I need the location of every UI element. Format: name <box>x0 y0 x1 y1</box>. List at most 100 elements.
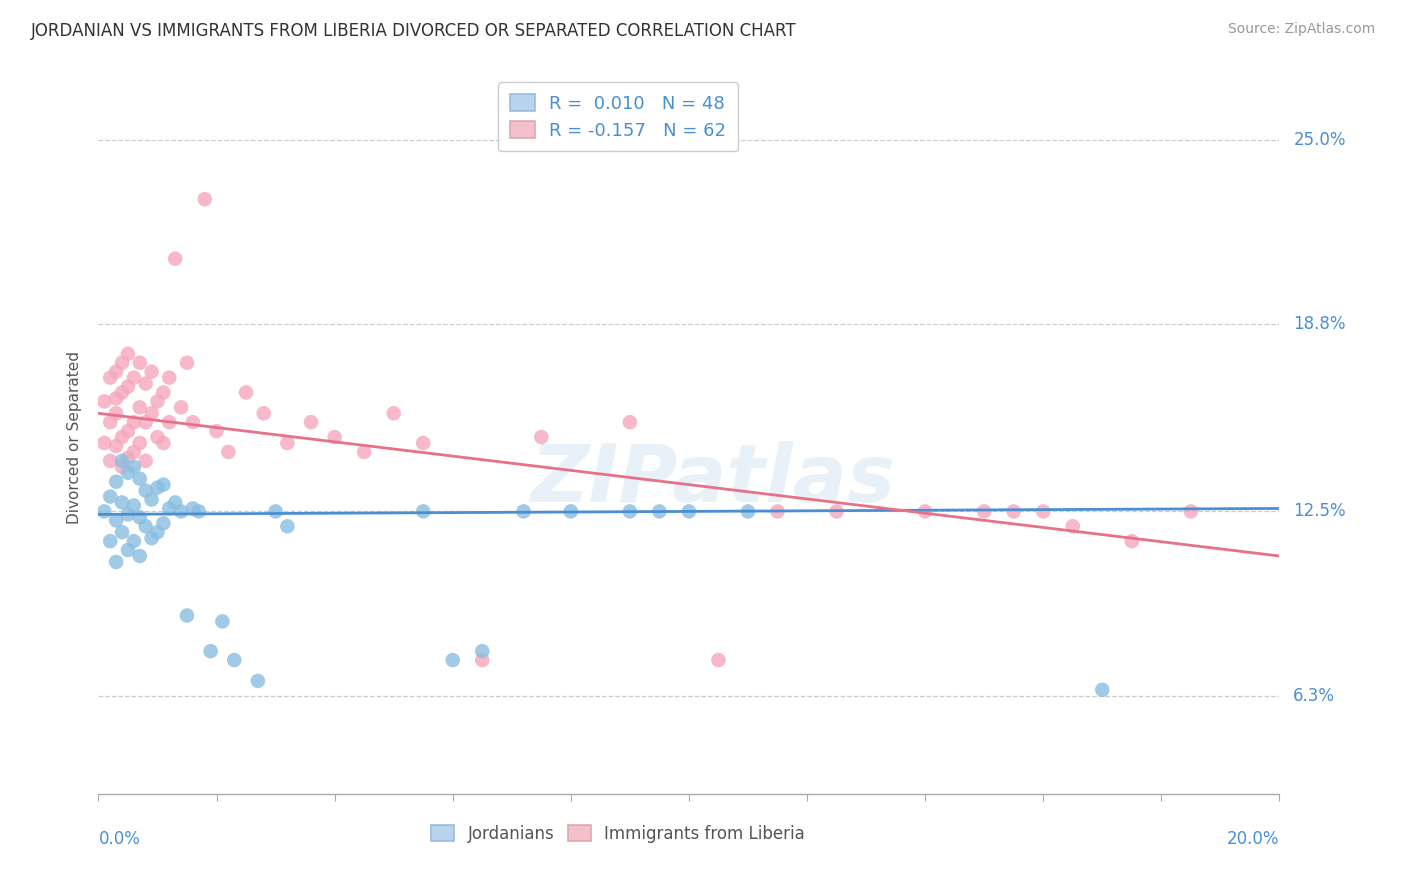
Point <box>246 673 269 688</box>
Point <box>973 504 995 518</box>
Point <box>135 415 157 429</box>
Point <box>93 504 115 518</box>
Legend: Jordanians, Immigrants from Liberia: Jordanians, Immigrants from Liberia <box>425 819 811 850</box>
Point <box>98 454 121 468</box>
Point <box>117 543 139 558</box>
Point <box>135 483 157 498</box>
Point <box>217 445 239 459</box>
Point <box>441 653 464 667</box>
Point <box>530 430 553 444</box>
Point <box>117 466 139 480</box>
Point <box>471 644 494 658</box>
Point <box>299 415 322 429</box>
Point <box>619 504 641 518</box>
Point <box>128 401 150 415</box>
Point <box>1180 504 1202 518</box>
Point <box>165 495 187 509</box>
Point <box>141 406 163 420</box>
Text: ZIPatlas: ZIPatlas <box>530 441 896 519</box>
Point <box>117 508 139 522</box>
Point <box>170 504 193 518</box>
Point <box>1062 519 1084 533</box>
Point <box>152 477 174 491</box>
Point <box>353 445 375 459</box>
Point <box>707 653 730 667</box>
Point <box>122 370 145 384</box>
Point <box>128 549 150 563</box>
Point <box>146 525 169 540</box>
Point <box>111 356 134 370</box>
Point <box>157 370 180 384</box>
Point <box>253 406 276 420</box>
Point <box>117 424 139 438</box>
Point <box>157 501 180 516</box>
Point <box>105 555 128 569</box>
Point <box>276 519 298 533</box>
Point <box>128 436 150 450</box>
Point <box>382 406 405 420</box>
Point <box>98 490 121 504</box>
Point <box>117 347 139 361</box>
Point <box>135 454 157 468</box>
Point <box>117 450 139 465</box>
Point <box>111 454 134 468</box>
Point <box>619 415 641 429</box>
Point <box>181 415 204 429</box>
Point <box>122 534 145 549</box>
Point <box>165 252 187 266</box>
Point <box>157 415 180 429</box>
Point <box>111 495 134 509</box>
Text: 25.0%: 25.0% <box>1294 131 1346 149</box>
Point <box>1121 534 1143 549</box>
Point <box>98 534 121 549</box>
Point <box>141 531 163 545</box>
Point <box>146 481 169 495</box>
Point <box>235 385 257 400</box>
Point <box>560 504 582 518</box>
Text: Source: ZipAtlas.com: Source: ZipAtlas.com <box>1227 22 1375 37</box>
Text: JORDANIAN VS IMMIGRANTS FROM LIBERIA DIVORCED OR SEPARATED CORRELATION CHART: JORDANIAN VS IMMIGRANTS FROM LIBERIA DIV… <box>31 22 797 40</box>
Point <box>105 475 128 489</box>
Point <box>1091 682 1114 697</box>
Point <box>825 504 848 518</box>
Point <box>98 370 121 384</box>
Text: 12.5%: 12.5% <box>1294 502 1346 520</box>
Point <box>93 394 115 409</box>
Point <box>117 379 139 393</box>
Point <box>648 504 671 518</box>
Text: 20.0%: 20.0% <box>1227 830 1279 847</box>
Point <box>122 415 145 429</box>
Point <box>737 504 759 518</box>
Point <box>111 459 134 474</box>
Point <box>211 615 233 629</box>
Point <box>146 394 169 409</box>
Point <box>141 365 163 379</box>
Point <box>152 436 174 450</box>
Point <box>512 504 534 518</box>
Point <box>135 519 157 533</box>
Point <box>1032 504 1054 518</box>
Point <box>146 430 169 444</box>
Point <box>194 192 217 206</box>
Point <box>264 504 287 518</box>
Point <box>412 436 434 450</box>
Point <box>187 504 209 518</box>
Point <box>176 608 198 623</box>
Point <box>105 365 128 379</box>
Point <box>111 385 134 400</box>
Point <box>111 430 134 444</box>
Point <box>224 653 246 667</box>
Point <box>122 445 145 459</box>
Point <box>122 499 145 513</box>
Point <box>205 424 228 438</box>
Point <box>128 472 150 486</box>
Point <box>914 504 936 518</box>
Point <box>141 492 163 507</box>
Point <box>323 430 346 444</box>
Point <box>152 516 174 531</box>
Point <box>276 436 298 450</box>
Text: 0.0%: 0.0% <box>98 830 141 847</box>
Y-axis label: Divorced or Separated: Divorced or Separated <box>67 351 83 524</box>
Point <box>678 504 700 518</box>
Point <box>170 401 193 415</box>
